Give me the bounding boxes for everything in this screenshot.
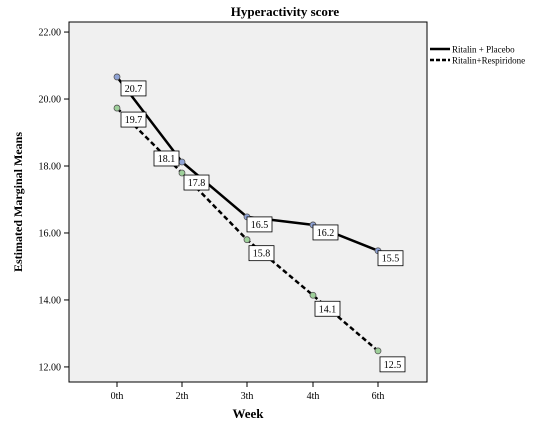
data-label-frame	[312, 224, 339, 241]
x-tick-label: 4th	[307, 391, 320, 402]
data-label-box: 15.8	[248, 245, 275, 262]
data-label-frame	[183, 174, 210, 191]
x-tick-label: 2th	[176, 391, 189, 402]
data-label-layer: 20.7 18.1 16.5 16.2 15.5 19.7 17.8 15.8 14.1 12.5	[120, 80, 406, 373]
data-label: 15.8	[253, 249, 271, 260]
data-label-frame	[153, 150, 180, 167]
data-label-box: 16.5	[246, 216, 273, 233]
x-tick-label: 0th	[111, 391, 124, 402]
y-tick-label: 22.00	[39, 28, 62, 39]
data-label-frame	[314, 300, 341, 317]
legend-label-1: Ritalin + Placebo	[452, 45, 515, 55]
y-tick-label: 18.00	[39, 162, 62, 173]
data-label: 16.5	[251, 220, 269, 231]
x-axis: 0th 2th 3th 4th 6th	[111, 382, 385, 402]
data-label: 16.2	[317, 228, 335, 239]
y-tick-label: 12.00	[39, 362, 62, 373]
x-tick-label: 6th	[372, 391, 385, 402]
chart-title: Hyperactivity score	[231, 4, 340, 19]
y-tick-label: 16.00	[39, 228, 62, 239]
series-2-point	[309, 291, 317, 299]
y-axis-title: Estimated Marginal Means	[11, 132, 25, 272]
series-2-point	[243, 236, 251, 244]
series-1-point	[113, 73, 121, 81]
y-tick-label: 14.00	[39, 295, 62, 306]
data-label-frame	[120, 111, 147, 128]
data-label: 20.7	[125, 84, 143, 95]
y-tick-label: 20.00	[39, 95, 62, 106]
data-label-box: 15.5	[377, 250, 404, 267]
series-2-point	[374, 347, 382, 355]
data-label-box: 12.5	[379, 356, 406, 373]
data-label: 19.7	[125, 115, 143, 126]
legend-label-2: Ritalin+Respiridone	[452, 56, 525, 66]
data-label-frame	[377, 250, 404, 267]
data-label-box: 18.1	[153, 150, 180, 167]
data-label-box: 14.1	[314, 300, 341, 317]
data-label-frame	[120, 80, 147, 97]
plot-area	[68, 21, 428, 383]
data-label-box: 20.7	[120, 80, 147, 97]
series-2-point	[178, 169, 186, 177]
y-axis: 12.00 14.00 16.00 18.00 20.00 22.00	[39, 28, 69, 373]
x-tick-label: 3th	[241, 391, 254, 402]
data-label: 17.8	[188, 178, 206, 189]
data-label-frame	[248, 245, 275, 262]
data-label: 15.5	[382, 254, 400, 265]
series-2-point	[113, 104, 121, 112]
data-label-box: 17.8	[183, 174, 210, 191]
data-label-box: 16.2	[312, 224, 339, 241]
data-label: 12.5	[384, 360, 402, 371]
data-label: 14.1	[319, 304, 337, 315]
x-axis-title: Week	[232, 406, 264, 421]
data-label-frame	[246, 216, 273, 233]
data-label-box: 19.7	[120, 111, 147, 128]
series-1-point	[178, 158, 186, 166]
data-label-frame	[379, 356, 406, 373]
data-label: 18.1	[158, 154, 176, 165]
